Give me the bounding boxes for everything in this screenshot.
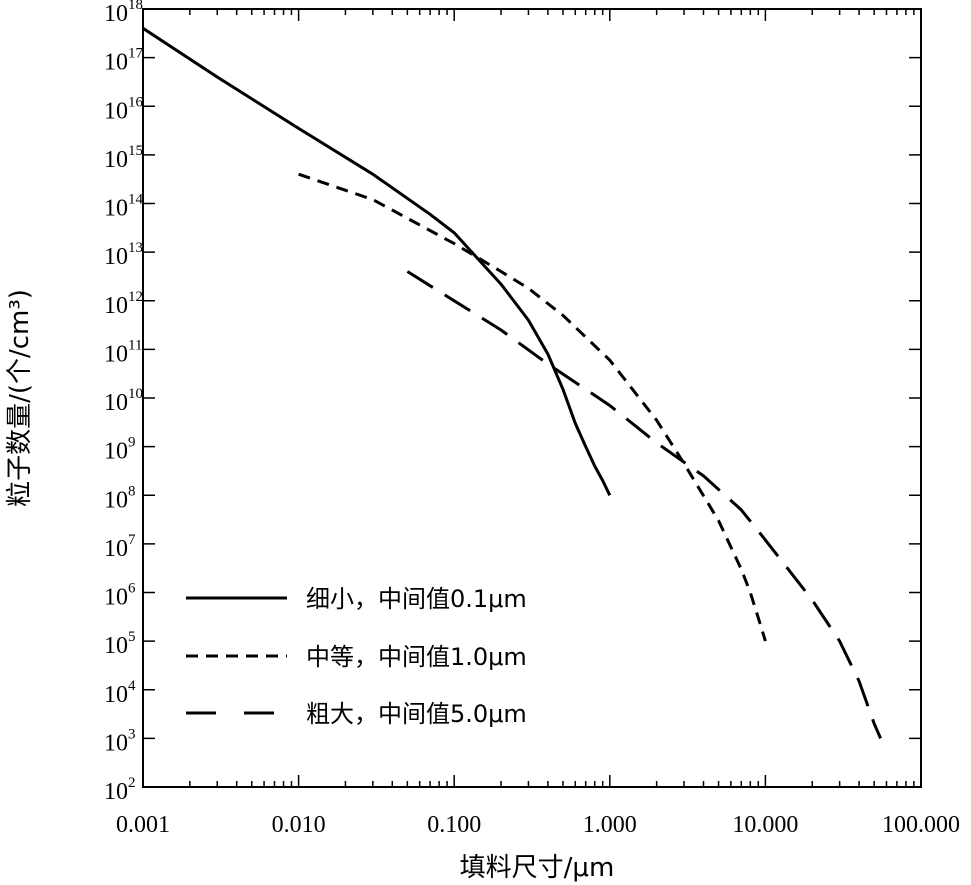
y-tick-label: 104 bbox=[104, 678, 136, 708]
y-tick-label: 1014 bbox=[104, 192, 144, 222]
y-tick-label: 1017 bbox=[104, 46, 144, 76]
y-tick-label: 106 bbox=[104, 581, 136, 611]
legend-label-1: 细小，中间值0.1μm bbox=[306, 585, 527, 613]
y-tick-label: 102 bbox=[104, 775, 136, 805]
y-tick-label: 109 bbox=[104, 435, 136, 465]
y-tick-label: 1016 bbox=[104, 94, 144, 124]
y-tick-label: 1012 bbox=[104, 289, 143, 319]
series-lines bbox=[143, 27, 882, 739]
series-line-2 bbox=[298, 172, 767, 642]
axis-ticks bbox=[142, 8, 921, 788]
x-tick-labels: 0.001 0.010 0.100 1.000 10.000 100.000 bbox=[116, 812, 960, 838]
y-tick-label: 1010 bbox=[104, 386, 143, 416]
y-tick-label: 108 bbox=[104, 483, 136, 513]
y-tick-label: 107 bbox=[104, 532, 136, 562]
y-axis-title: 粒子数量/(个/cm³) bbox=[5, 289, 35, 507]
x-axis-title: 填料尺寸/μm bbox=[460, 853, 615, 883]
x-tick-label: 10.000 bbox=[732, 812, 798, 838]
x-tick-label: 0.001 bbox=[116, 812, 170, 838]
y-tick-label: 103 bbox=[104, 726, 136, 756]
x-tick-label: 0.100 bbox=[427, 812, 481, 838]
y-tick-label: 1018 bbox=[104, 0, 143, 27]
legend: 细小，中间值0.1μm 中等，中间值1.0μm 粗大，中间值5.0μm bbox=[186, 585, 527, 728]
y-tick-labels: 102 103 104 105 106 107 108 109 1010 1011 1012 1013… bbox=[104, 0, 144, 805]
y-tick-label: 1015 bbox=[104, 143, 143, 173]
series-line-1 bbox=[143, 27, 612, 496]
y-tick-label: 105 bbox=[104, 629, 136, 659]
x-tick-label: 100.000 bbox=[882, 812, 960, 838]
x-tick-label: 0.010 bbox=[272, 812, 326, 838]
plot-frame bbox=[142, 8, 922, 788]
x-tick-label: 1.000 bbox=[583, 812, 637, 838]
legend-label-3: 粗大，中间值5.0μm bbox=[306, 700, 527, 728]
y-tick-label: 1013 bbox=[104, 240, 143, 270]
y-tick-label: 1011 bbox=[104, 337, 142, 367]
legend-label-2: 中等，中间值1.0μm bbox=[306, 643, 527, 671]
